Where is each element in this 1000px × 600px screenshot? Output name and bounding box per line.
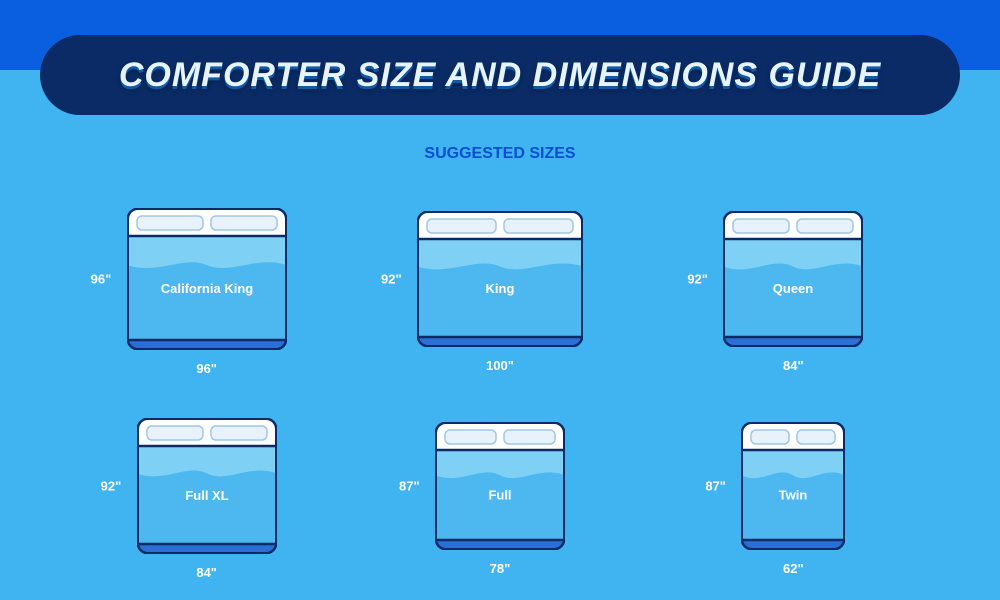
bed-cell: Full XL 92" 84": [60, 383, 353, 591]
infographic-container: COMFORTER SIZE AND DIMENSIONS GUIDE SUGG…: [0, 0, 1000, 600]
bed-wrap: Twin 87"62": [741, 422, 845, 550]
svg-text:California King: California King: [160, 281, 253, 296]
bed-wrap: California King 96"96": [127, 208, 287, 350]
bed-illustration: California King: [127, 208, 287, 350]
svg-text:Full XL: Full XL: [185, 488, 228, 503]
width-label: 78": [490, 561, 511, 576]
bed-illustration: Queen: [723, 211, 863, 347]
subtitle: SUGGESTED SIZES: [0, 145, 1000, 163]
bed-illustration: Full XL: [137, 418, 277, 554]
bed-illustration: King: [417, 211, 583, 347]
height-label: 92": [381, 271, 402, 286]
bed-grid: California King 96"96" King 92"10: [60, 175, 940, 590]
height-label: 92": [101, 479, 122, 494]
width-label: 62": [783, 561, 804, 576]
width-label: 96": [196, 361, 217, 376]
bed-wrap: King 92"100": [417, 211, 583, 347]
height-label: 96": [91, 271, 112, 286]
page-title: COMFORTER SIZE AND DIMENSIONS GUIDE: [119, 56, 881, 95]
bed-cell: Twin 87" 62": [647, 383, 940, 591]
svg-text:Twin: Twin: [779, 488, 808, 503]
svg-text:Full: Full: [488, 488, 511, 503]
bed-cell: King 92" 100": [353, 175, 646, 383]
width-label: 84": [783, 358, 804, 373]
bed-cell: Full 87" 78": [353, 383, 646, 591]
bed-illustration: Full: [435, 422, 565, 550]
width-label: 84": [196, 565, 217, 580]
width-label: 100": [486, 358, 514, 373]
height-label: 92": [687, 271, 708, 286]
bed-wrap: Full 87"78": [435, 422, 565, 550]
height-label: 87": [399, 479, 420, 494]
height-label: 87": [705, 479, 726, 494]
bed-wrap: Queen 92"84": [723, 211, 863, 347]
svg-text:King: King: [486, 281, 515, 296]
bed-cell: California King 96" 96": [60, 175, 353, 383]
title-pill: COMFORTER SIZE AND DIMENSIONS GUIDE: [40, 35, 960, 115]
bed-cell: Queen 92" 84": [647, 175, 940, 383]
bed-illustration: Twin: [741, 422, 845, 550]
svg-text:Queen: Queen: [773, 281, 814, 296]
bed-wrap: Full XL 92"84": [137, 418, 277, 554]
